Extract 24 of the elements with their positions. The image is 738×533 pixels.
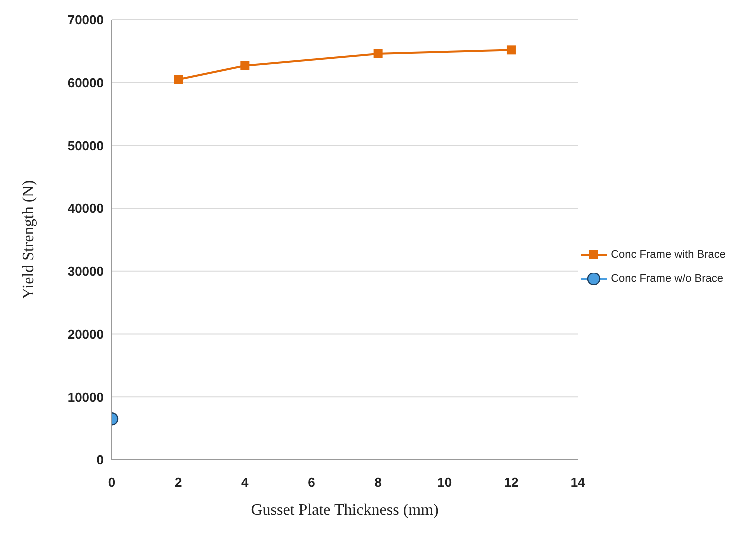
point <box>240 61 250 70</box>
x-tick-label: 14 <box>570 475 586 490</box>
y-tick-label: 50000 <box>68 138 104 154</box>
legend-label: Conc Frame w/o Brace <box>611 272 724 284</box>
x-tick-label: 10 <box>438 475 452 490</box>
x-tick-label: 12 <box>504 475 519 490</box>
y-tick-label: 70000 <box>68 12 104 28</box>
x-tick-label: 6 <box>308 475 316 490</box>
x-tick-label: 2 <box>174 475 182 490</box>
point <box>174 75 184 84</box>
y-tick-label: 40000 <box>68 201 104 216</box>
x-tick-label: 0 <box>108 475 116 490</box>
point <box>506 46 516 55</box>
y-tick-label: 60000 <box>68 75 104 90</box>
y-tick-label: 30000 <box>68 264 104 280</box>
y-tick-label: 0 <box>96 452 104 468</box>
x-tick-label: 8 <box>374 475 382 490</box>
x-tick-label: 4 <box>242 475 250 490</box>
point <box>374 49 383 58</box>
y-tick-label: 10000 <box>68 390 104 405</box>
x-axis-title: Gusset Plate Thickness (mm) <box>251 502 439 519</box>
y-axis-title: Yield Strength (N) <box>20 180 38 300</box>
legend-label: Conc Frame with Brace <box>611 248 726 260</box>
y-tick-label: 20000 <box>68 326 104 342</box>
